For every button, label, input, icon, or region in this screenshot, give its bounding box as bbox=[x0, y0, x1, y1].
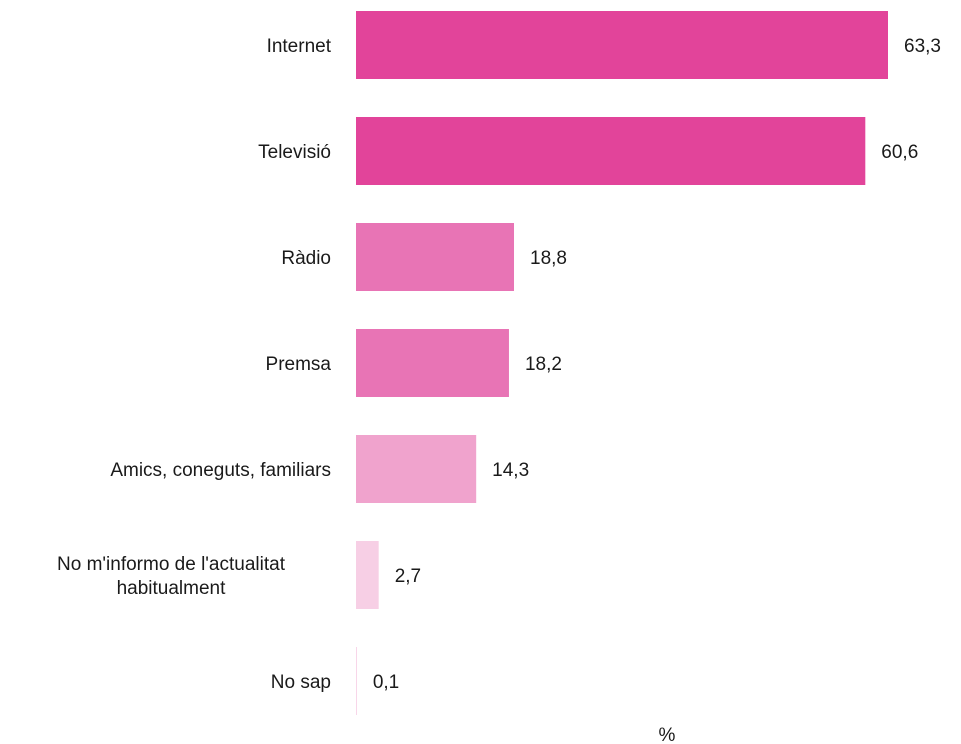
bar-no-m-informo-de-l-actualitat-habitualment bbox=[356, 541, 379, 609]
value-label-premsa: 18,2 bbox=[525, 354, 562, 375]
bar-televisio bbox=[356, 117, 866, 185]
value-label-internet: 63,3 bbox=[904, 36, 941, 57]
value-label-televisio: 60,6 bbox=[881, 142, 918, 163]
category-label-premsa: Premsa bbox=[266, 354, 332, 375]
bars-group bbox=[356, 11, 888, 715]
category-label-internet: Internet bbox=[267, 36, 332, 57]
category-label-radio: Ràdio bbox=[281, 248, 331, 269]
bar-radio bbox=[356, 223, 515, 291]
category-label-amics-coneguts-familiars: Amics, coneguts, familiars bbox=[110, 460, 331, 481]
bar-premsa bbox=[356, 329, 509, 397]
x-axis-label: % bbox=[659, 725, 676, 744]
bar-internet bbox=[356, 11, 888, 79]
value-label-no-sap: 0,1 bbox=[373, 672, 399, 693]
value-label-radio: 18,8 bbox=[530, 248, 567, 269]
category-label-no-sap: No sap bbox=[271, 672, 331, 693]
value-label-amics-coneguts-familiars: 14,3 bbox=[492, 460, 529, 481]
category-label-televisio: Televisió bbox=[258, 142, 331, 163]
value-label-no-m-informo-de-l-actualitat-habitualment: 2,7 bbox=[395, 566, 421, 587]
bar-amics-coneguts-familiars bbox=[356, 435, 477, 503]
category-labels-group: Internet Televisió Ràdio Premsa Amics, coneg… bbox=[57, 36, 332, 693]
category-label-no-m-informo-de-l-actualitat-habitualment: No m'informo de l'actualitat habitualment bbox=[57, 554, 286, 599]
bar-no-sap bbox=[356, 647, 357, 715]
value-labels-group: 63,3 60,6 18,8 18,2 14,3 2,7 0,1 bbox=[373, 36, 941, 693]
